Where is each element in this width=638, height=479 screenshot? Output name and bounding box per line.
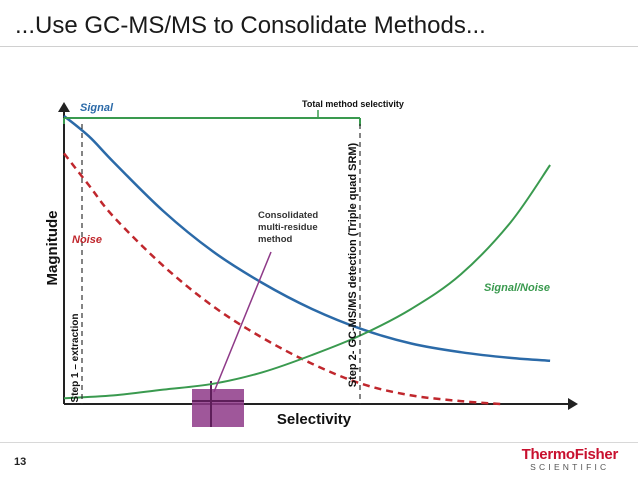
total-selectivity-bracket bbox=[63, 110, 361, 126]
title-divider bbox=[0, 46, 638, 47]
consolidated-label-line: multi-residue bbox=[258, 222, 318, 233]
slide-title: ...Use GC-MS/MS to Consolidate Methods..… bbox=[15, 12, 486, 39]
consolidated-label-line: method bbox=[258, 234, 293, 245]
signal-noise-series-label: Signal/Noise bbox=[484, 282, 550, 294]
page-number: 13 bbox=[14, 456, 27, 468]
y-axis-arrow bbox=[58, 102, 70, 112]
signal-noise-line bbox=[63, 164, 551, 400]
logo-main-text: ThermoFisher bbox=[521, 446, 619, 463]
signal-line bbox=[63, 115, 551, 363]
footer-divider bbox=[0, 442, 638, 443]
consolidated-callout-line bbox=[213, 251, 272, 393]
step1-label: Step 1 – extraction bbox=[70, 314, 81, 403]
noise-line bbox=[63, 152, 501, 406]
consolidated-label-line: Consolidated bbox=[258, 210, 318, 221]
consolidated-label: Consolidated multi-residue method bbox=[258, 210, 321, 245]
consolidated-method-box bbox=[192, 381, 244, 427]
signal-series-label: Signal bbox=[80, 102, 114, 114]
x-axis-arrow bbox=[568, 398, 578, 410]
step2-label: Step 2- GC-MS/MS detection (Triple quad … bbox=[347, 142, 359, 387]
total-selectivity-label: Total method selectivity bbox=[302, 99, 404, 109]
logo-sub-text: SCIENTIFIC bbox=[530, 462, 610, 472]
noise-series-label: Noise bbox=[72, 234, 102, 246]
x-axis-label: Selectivity bbox=[277, 411, 352, 428]
y-axis-label: Magnitude bbox=[44, 211, 61, 286]
thermo-fisher-logo: ThermoFisher SCIENTIFIC bbox=[521, 446, 619, 472]
